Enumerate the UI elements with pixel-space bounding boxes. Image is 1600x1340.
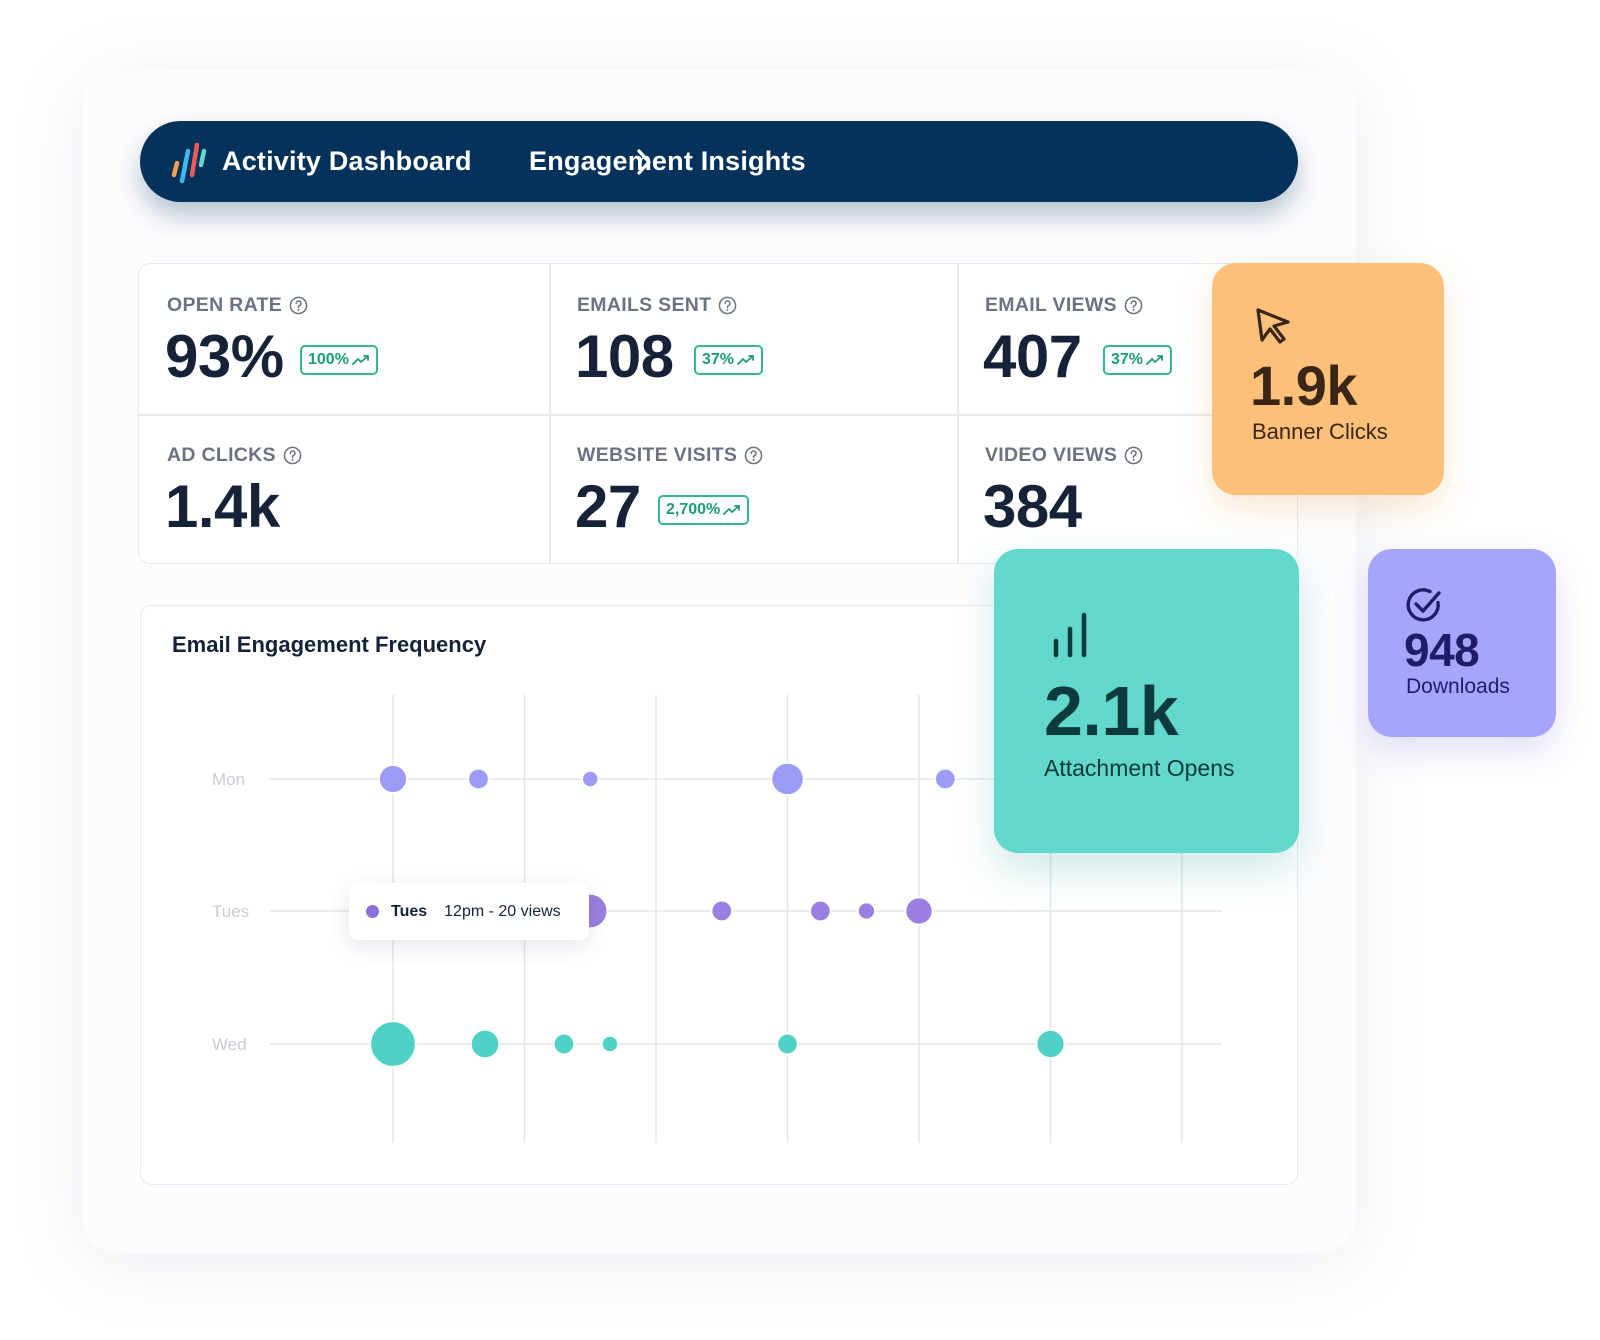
chevron-right-icon (637, 149, 651, 175)
stat-label: EMAILS SENT (577, 294, 712, 316)
stat-label: OPEN RATE (167, 294, 283, 316)
stat-label: AD CLICKS (167, 444, 276, 466)
stats-grid: OPEN RATE 93% 100% EMAILS SENT 108 37% E… (138, 263, 1298, 564)
help-icon[interactable] (289, 296, 308, 315)
stat-label: WEBSITE VISITS (577, 444, 738, 466)
trend-up-icon (737, 355, 754, 365)
banner-clicks-value: 1.9k (1250, 354, 1358, 417)
help-icon[interactable] (1124, 446, 1143, 465)
trend-up-icon (1146, 355, 1163, 365)
breadcrumb-activity-dashboard[interactable]: Activity Dashboard (222, 146, 472, 176)
stat-value: 108 (575, 323, 674, 390)
stat-label: EMAIL VIEWS (985, 294, 1117, 316)
stat-email-views: EMAIL VIEWS 407 37% (957, 264, 1337, 414)
tooltip-text: 12pm - 20 views (444, 902, 561, 920)
help-icon[interactable] (1124, 296, 1143, 315)
stat-emails-sent: EMAILS SENT 108 37% (549, 264, 929, 414)
downloads-value: 948 (1404, 624, 1480, 676)
chart-title: Email Engagement Frequency (172, 632, 487, 657)
trend-badge: 37% (1103, 345, 1173, 375)
stat-video-views: VIDEO VIEWS 384 (957, 414, 1337, 564)
trend-up-icon (723, 505, 741, 515)
trend-badge: 2,700% (658, 495, 750, 525)
stat-label: VIDEO VIEWS (985, 444, 1118, 466)
stat-open-rate: OPEN RATE 93% 100% (139, 264, 519, 414)
tooltip-dot (366, 905, 379, 918)
banner-clicks-label: Banner Clicks (1252, 419, 1388, 444)
trend-up-icon (352, 355, 369, 365)
stat-value: 407 (983, 323, 1082, 390)
downloads-label: Downloads (1406, 675, 1510, 698)
trend-badge: 37% (694, 345, 764, 375)
stat-website-visits: WEBSITE VISITS 27 2,700% (549, 414, 929, 564)
signal-bars-icon (1053, 612, 1087, 658)
attachment-opens-label: Attachment Opens (1044, 755, 1235, 781)
attachment-opens-card[interactable]: 2.1k Attachment Opens (994, 549, 1299, 853)
downloads-card[interactable]: 948 Downloads (1368, 549, 1556, 737)
logo-icon (171, 142, 207, 184)
header-bar: Activity Dashboard Engagement Insights (140, 121, 1298, 202)
stat-ad-clicks: AD CLICKS 1.4k (139, 414, 519, 564)
help-icon[interactable] (744, 446, 763, 465)
help-icon[interactable] (718, 296, 737, 315)
trend-badge: 100% (300, 345, 378, 375)
chart-tooltip: Tues 12pm - 20 views (349, 883, 589, 940)
stat-value: 93% (165, 323, 284, 390)
stat-value: 1.4k (165, 473, 280, 540)
breadcrumb-engagement-insights[interactable]: Engagement Insights (529, 146, 806, 176)
help-icon[interactable] (283, 446, 302, 465)
stat-value: 384 (983, 473, 1082, 540)
attachment-opens-value: 2.1k (1044, 672, 1179, 750)
cursor-arrow-icon (1256, 308, 1290, 344)
stat-value: 27 (575, 473, 641, 540)
banner-clicks-card[interactable]: 1.9k Banner Clicks (1212, 263, 1444, 495)
tooltip-day: Tues (391, 902, 428, 920)
check-circle-icon (1406, 588, 1441, 622)
